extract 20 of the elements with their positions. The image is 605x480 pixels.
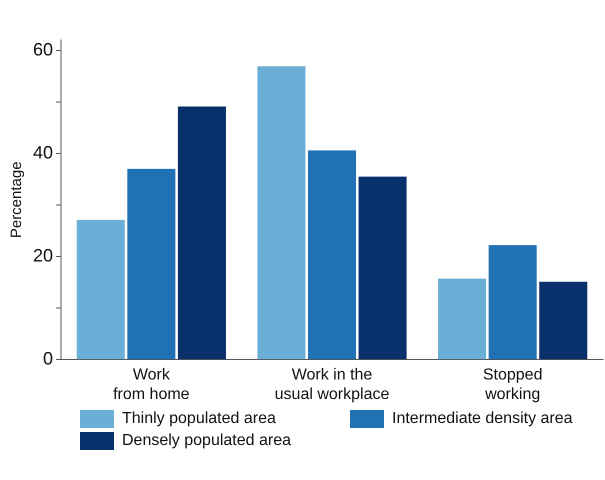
bar bbox=[308, 150, 356, 360]
bar bbox=[358, 176, 407, 360]
bar bbox=[76, 220, 125, 360]
bar bbox=[127, 168, 176, 360]
legend-label: Densely populated area bbox=[122, 432, 292, 450]
legend-label: Thinly populated area bbox=[122, 410, 276, 428]
bar bbox=[438, 278, 486, 360]
bar bbox=[257, 66, 306, 360]
x-tick-label: Work in the usual workplace bbox=[274, 366, 390, 403]
y-tick-label: 60 bbox=[32, 39, 54, 60]
y-tick-label: 20 bbox=[32, 245, 54, 266]
x-tick-label: Work from home bbox=[113, 366, 190, 403]
bar bbox=[488, 245, 537, 360]
y-axis-title: Percentage bbox=[8, 161, 26, 238]
y-tick-label: 0 bbox=[43, 348, 54, 369]
y-tick-label: 40 bbox=[32, 142, 54, 162]
legend-label: Intermediate density area bbox=[392, 410, 573, 428]
x-tick-label: Stopped working bbox=[482, 366, 542, 403]
bar bbox=[539, 282, 588, 360]
bar bbox=[178, 106, 226, 360]
